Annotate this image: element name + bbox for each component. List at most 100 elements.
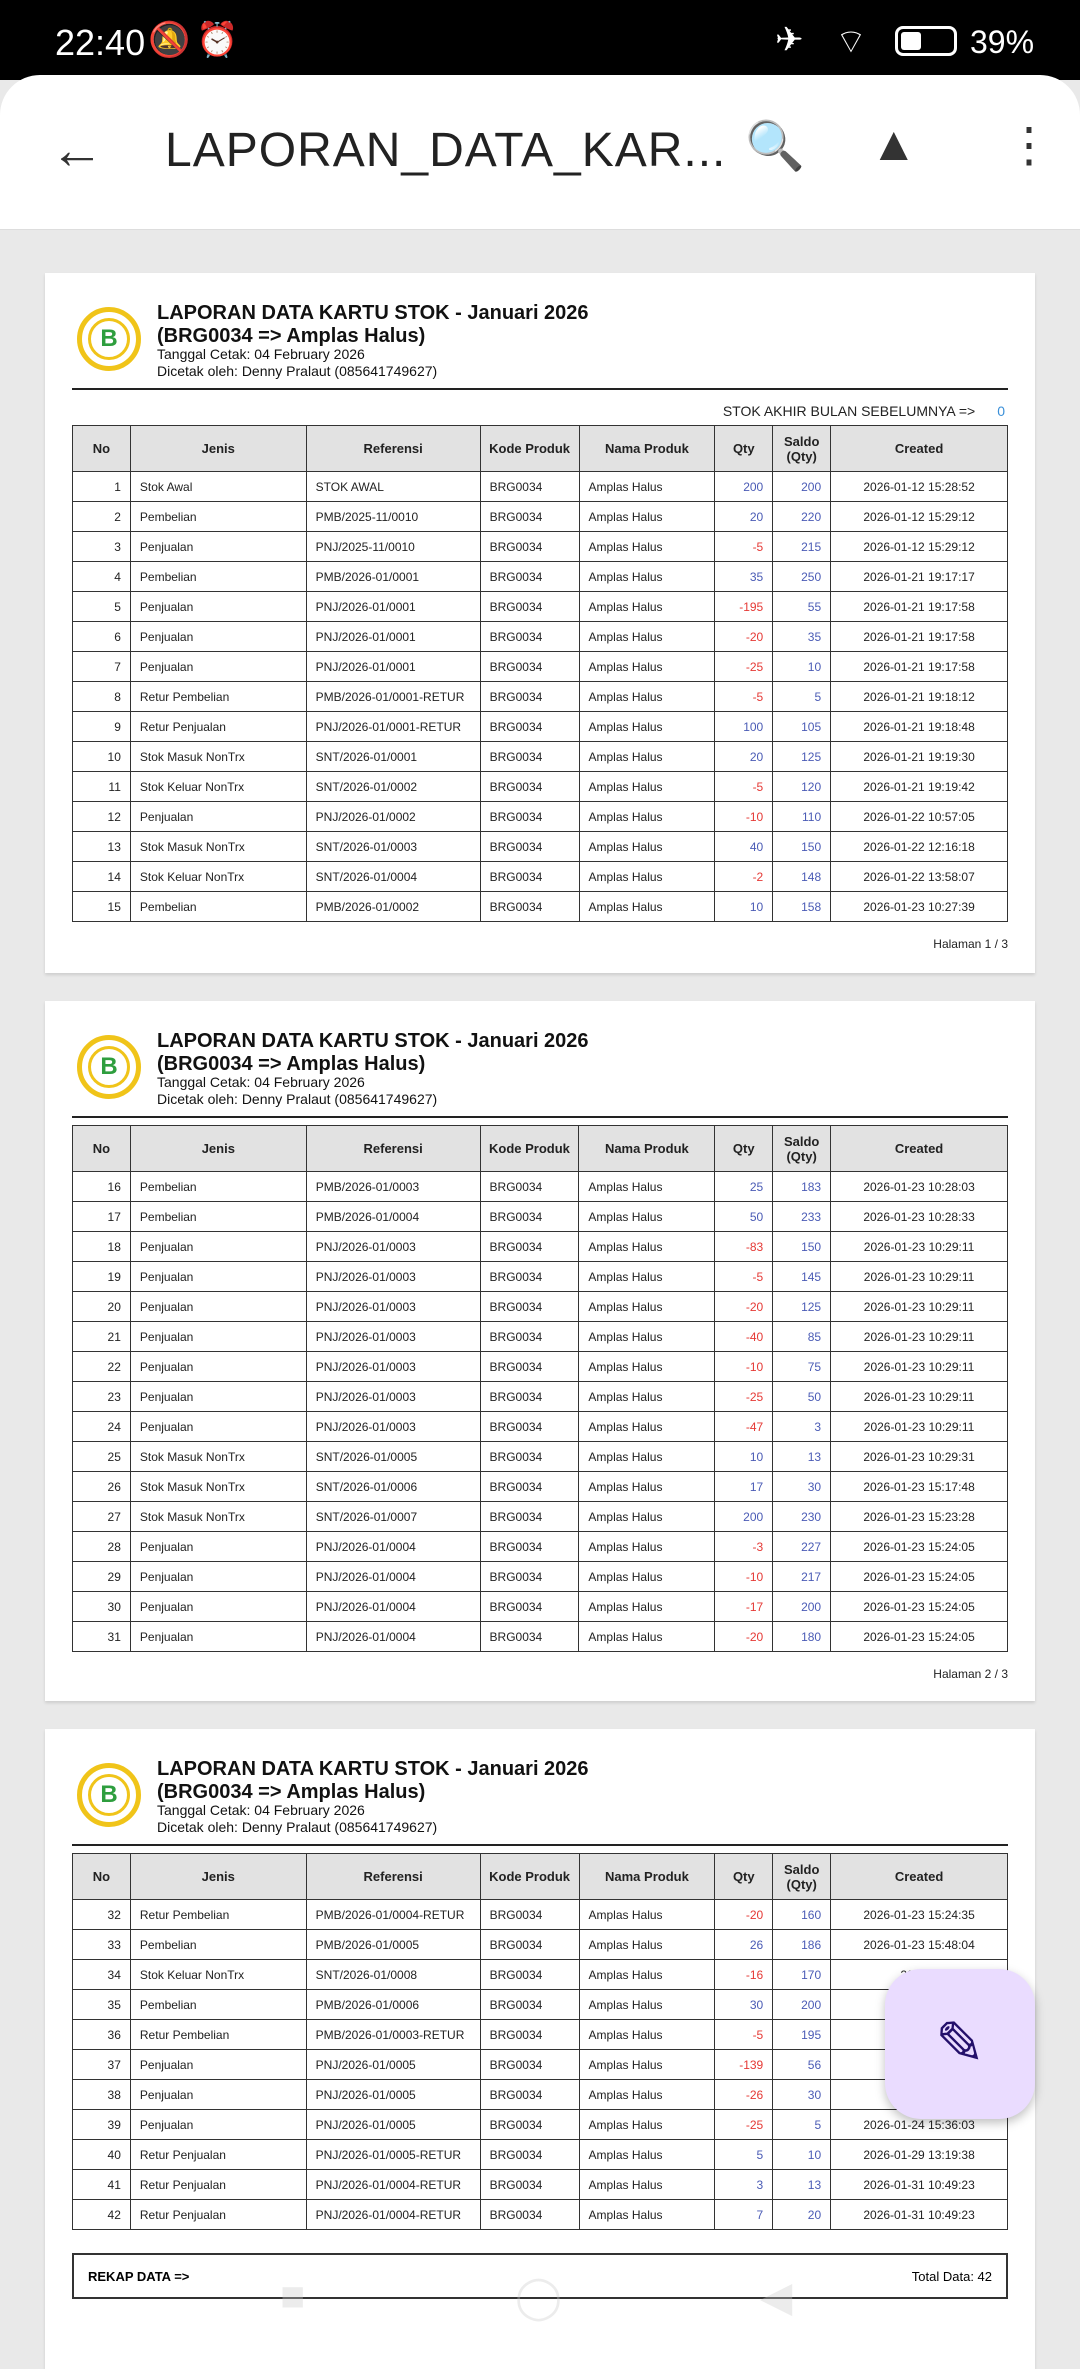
table-cell: 180 (772, 1621, 832, 1652)
table-row: 30 Penjualan PNJ/2026-01/0004 BRG0034 Amplas… (72, 1591, 1008, 1622)
table-cell: -5 (714, 681, 774, 712)
table-cell: 2026-01-23 15:23:28 (830, 1501, 1008, 1532)
table-cell: PNJ/2026-01/0002 (305, 801, 481, 832)
table-cell: STOK AWAL (305, 471, 481, 502)
table-cell: Amplas Halus (578, 1411, 716, 1442)
table-cell: PMB/2026-01/0006 (305, 1989, 481, 2020)
table-cell: BRG0034 (479, 1501, 580, 1532)
table-cell: Stok Keluar NonTrx (129, 771, 307, 802)
stock-table: No Jenis Referensi Kode Produk Nama Produk Qt… (72, 425, 1008, 922)
table-cell: Retur Penjualan (129, 2139, 307, 2170)
stock-table: No Jenis Referensi Kode Produk Nama Produk Qt… (72, 1125, 1008, 1652)
column-header: Nama Produk (578, 1125, 716, 1172)
table-cell: PMB/2026-01/0003-RETUR (305, 2019, 481, 2050)
table-cell: PNJ/2026-01/0005 (305, 2109, 481, 2140)
table-cell: BRG0034 (479, 1231, 580, 1262)
table-cell: 2026-01-21 19:19:30 (830, 741, 1008, 772)
table-cell: Penjualan (129, 2109, 307, 2140)
table-header: No Jenis Referensi Kode Produk Nama Produk Qt… (72, 1125, 1008, 1172)
table-cell: Amplas Halus (578, 1321, 716, 1352)
table-row: 40 Retur Penjualan PNJ/2026-01/0005-RETUR B… (72, 2139, 1008, 2170)
table-cell: 37 (72, 2049, 131, 2080)
table-cell: Amplas Halus (578, 471, 716, 502)
table-cell: PNJ/2026-01/0001 (305, 651, 481, 682)
table-cell: Amplas Halus (578, 1471, 716, 1502)
table-row: 3 Penjualan PNJ/2025-11/0010 BRG0034 Amplas … (72, 531, 1008, 562)
table-cell: 110 (772, 801, 832, 832)
table-row: 35 Pembelian PMB/2026-01/0006 BRG0034 Amplas… (72, 1989, 1008, 2020)
report-title: LAPORAN DATA KARTU STOK - Januari 2026 (157, 1030, 589, 1052)
printed-by: Dicetak oleh: Denny Pralaut (08564174962… (157, 1091, 438, 1107)
table-cell: Pembelian (129, 501, 307, 532)
table-cell: SNT/2026-01/0007 (305, 1501, 481, 1532)
table-cell: PNJ/2026-01/0004-RETUR (305, 2199, 481, 2230)
table-cell: Amplas Halus (578, 1929, 716, 1960)
table-row: 7 Penjualan PNJ/2026-01/0001 BRG0034 Amplas … (72, 651, 1008, 682)
table-cell: 2026-01-23 15:24:05 (830, 1591, 1008, 1622)
table-row: 14 Stok Keluar NonTrx SNT/2026-01/0004 BRG0… (72, 861, 1008, 892)
summary-label: REKAP DATA => (88, 2269, 190, 2284)
table-cell: Retur Pembelian (129, 1899, 307, 1930)
table-cell: PMB/2026-01/0004 (305, 1201, 481, 1232)
table-row: 28 Penjualan PNJ/2026-01/0004 BRG0034 Amplas… (72, 1531, 1008, 1562)
table-cell: PNJ/2026-01/0004 (305, 1531, 481, 1562)
table-cell: Stok Keluar NonTrx (129, 1959, 307, 1990)
table-cell: Pembelian (129, 1929, 307, 1960)
table-cell: Amplas Halus (578, 1501, 716, 1532)
table-header: No Jenis Referensi Kode Produk Nama Produk Qt… (72, 425, 1008, 472)
battery-icon (895, 26, 957, 56)
table-row: 41 Retur Penjualan PNJ/2026-01/0004-RETUR B… (72, 2169, 1008, 2200)
table-cell: SNT/2026-01/0001 (305, 741, 481, 772)
table-cell: 2026-01-12 15:29:12 (830, 531, 1008, 562)
table-cell: Retur Penjualan (129, 711, 307, 742)
table-row: 17 Pembelian PMB/2026-01/0004 BRG0034 Amplas… (72, 1201, 1008, 1232)
table-cell: 10 (772, 651, 832, 682)
table-cell: PNJ/2026-01/0003 (305, 1291, 481, 1322)
table-row: 22 Penjualan PNJ/2026-01/0003 BRG0034 Amplas… (72, 1351, 1008, 1382)
table-cell: 11 (72, 771, 131, 802)
table-row: 24 Penjualan PNJ/2026-01/0003 BRG0034 Amplas… (72, 1411, 1008, 1442)
drive-add-icon[interactable]: ▲ (870, 118, 918, 171)
table-cell: Penjualan (129, 651, 307, 682)
table-cell: BRG0034 (479, 621, 580, 652)
table-cell: Retur Pembelian (129, 681, 307, 712)
table-cell: 148 (772, 861, 832, 892)
table-cell: 23 (72, 1381, 131, 1412)
table-cell: Amplas Halus (578, 1561, 716, 1592)
column-header: Nama Produk (578, 1853, 716, 1900)
table-cell: Amplas Halus (578, 711, 716, 742)
table-cell: 3 (772, 1411, 832, 1442)
table-cell: 2 (72, 501, 131, 532)
wifi-icon: ⌔ (835, 23, 867, 61)
search-document-icon[interactable]: 🔍 (745, 120, 805, 173)
printed-by: Dicetak oleh: Denny Pralaut (08564174962… (157, 1819, 438, 1835)
table-cell: 10 (714, 1441, 774, 1472)
table-cell: BRG0034 (479, 2169, 580, 2200)
edit-fab[interactable]: ✎ (885, 1969, 1035, 2119)
table-cell: 24 (72, 1411, 131, 1442)
table-cell: -20 (714, 1621, 774, 1652)
table-cell: BRG0034 (479, 501, 580, 532)
column-header: Saldo (Qty) (772, 1125, 832, 1172)
more-icon[interactable]: ⋮ (1005, 119, 1053, 172)
table-cell: Penjualan (129, 1531, 307, 1562)
table-cell: 2026-01-22 10:57:05 (830, 801, 1008, 832)
table-cell: 2026-01-23 10:27:39 (830, 891, 1008, 922)
table-cell: 5 (714, 2139, 774, 2170)
table-cell: 160 (772, 1899, 832, 1930)
column-header: Referensi (305, 425, 481, 472)
table-cell: PNJ/2026-01/0004 (305, 1561, 481, 1592)
table-cell: Stok Keluar NonTrx (129, 861, 307, 892)
clock: 22:40 (55, 22, 146, 63)
table-cell: 1 (72, 471, 131, 502)
page-number: Halaman 1 / 3 (933, 937, 1008, 951)
column-header: Qty (714, 425, 774, 472)
table-cell: 105 (772, 711, 832, 742)
table-cell: Penjualan (129, 2049, 307, 2080)
back-icon[interactable]: ← (50, 120, 104, 180)
table-cell: 40 (714, 831, 774, 862)
table-cell: BRG0034 (479, 1171, 580, 1202)
table-cell: Amplas Halus (578, 1989, 716, 2020)
table-cell: 10 (772, 2139, 832, 2170)
table-cell: 29 (72, 1561, 131, 1592)
